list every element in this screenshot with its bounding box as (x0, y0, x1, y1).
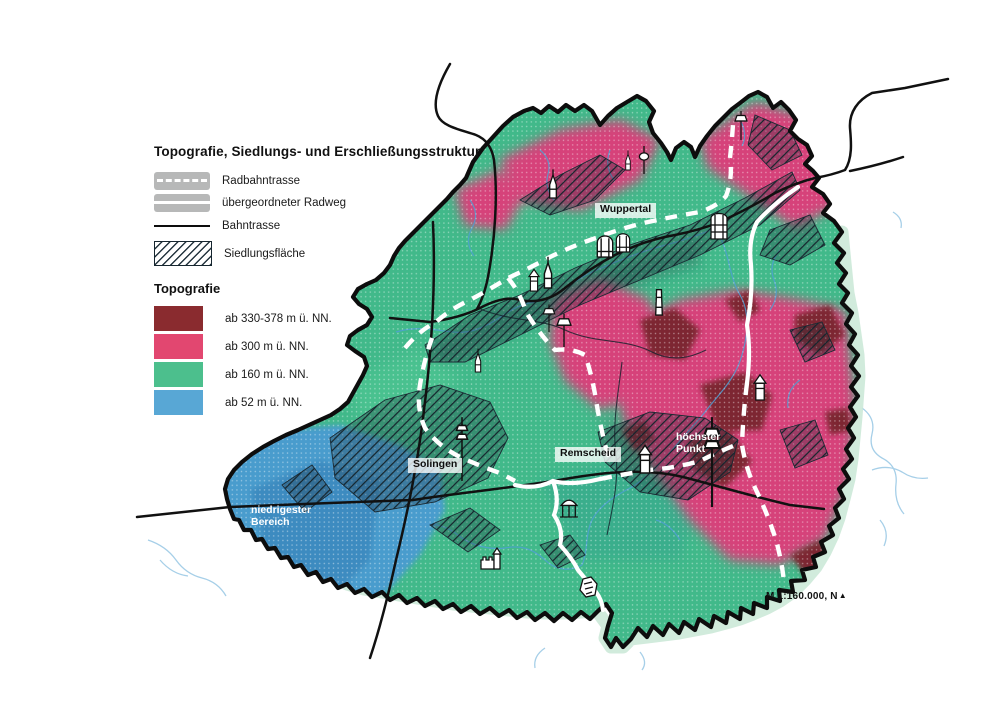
legend-item-bahntrasse: Bahntrasse (154, 220, 484, 232)
legend-label: ab 160 m ü. NN. (225, 368, 309, 381)
annotation-line: Punkt (676, 443, 706, 456)
legend-item-radbahntrasse: Radbahntrasse (154, 172, 484, 190)
railway-lines (135, 62, 950, 660)
gas-holder-icon (615, 233, 631, 253)
topography-heading: Topografie (154, 281, 221, 296)
radweg-sample (154, 194, 210, 212)
legend-label: ab 52 m ü. NN. (225, 396, 303, 409)
chimney-icon (655, 289, 663, 316)
legend-label: übergeordneter Radweg (222, 197, 347, 209)
legend-item-elevation-300: ab 300 m ü. NN. (154, 334, 484, 359)
bahntrasse-sample (154, 224, 210, 228)
legend-item-elevation-330: ab 330-378 m ü. NN. (154, 306, 484, 331)
radweg-solid-routes (512, 184, 801, 613)
siedlungsflaeche-sample (154, 241, 212, 266)
annotation-line: höchster (676, 431, 721, 443)
gas-holder-icon (596, 235, 614, 258)
radbahntrasse-sample (154, 172, 210, 190)
rail-south-remscheid (411, 470, 826, 511)
legend-label: ab 330-378 m ü. NN. (225, 312, 332, 325)
legend: Topografie, Siedlungs- und Erschließungs… (154, 144, 484, 418)
north-arrow-icon: ▲ (838, 591, 847, 600)
scale-text: M 1:160.000, N (766, 591, 838, 602)
gasometer-icon (710, 212, 728, 240)
legend-label: Radbahntrasse (222, 175, 300, 187)
legend-item-siedlungsflaeche: Siedlungsfläche (154, 241, 484, 266)
bike-routes (403, 123, 801, 613)
rail-northwest (434, 62, 498, 311)
rail-wupper-valley (388, 77, 950, 324)
elevation-swatch (154, 306, 203, 331)
label-remscheid: Remscheid (555, 447, 622, 462)
legend-label: ab 300 m ü. NN. (225, 340, 309, 353)
rivers-outside-region (147, 211, 929, 671)
annotation-line: Bereich (251, 516, 290, 529)
legend-label: Bahntrasse (222, 220, 281, 232)
rail-branch-northeast (848, 155, 905, 173)
radbahntrasse-dashed-routes (403, 123, 787, 583)
legend-item-elevation-160: ab 160 m ü. NN. (154, 362, 484, 387)
elevation-swatch (154, 362, 203, 387)
pavilion-icon (559, 499, 579, 518)
rail-west-horizontal (135, 498, 415, 519)
legend-item-radweg: übergeordneter Radweg (154, 194, 484, 212)
legend-label: Siedlungsfläche (224, 247, 306, 260)
label-solingen: Solingen (408, 458, 463, 473)
scale-indicator: M 1:160.000, N▲ (766, 591, 847, 602)
label-wuppertal: Wuppertal (595, 203, 657, 218)
elevation-swatch (154, 334, 203, 359)
dashed-line-swatch (157, 179, 207, 182)
legend-title: Topografie, Siedlungs- und Erschließungs… (154, 144, 481, 159)
solid-line-swatch (154, 201, 210, 204)
annotation-line: niedrigester (251, 504, 312, 516)
elevation-swatch (154, 390, 203, 415)
annotation-hoechster-punkt: höchster Punkt (676, 431, 720, 455)
legend-item-elevation-52: ab 52 m ü. NN. (154, 390, 484, 415)
annotation-niedrigester-bereich: niedrigester Bereich (251, 504, 311, 528)
